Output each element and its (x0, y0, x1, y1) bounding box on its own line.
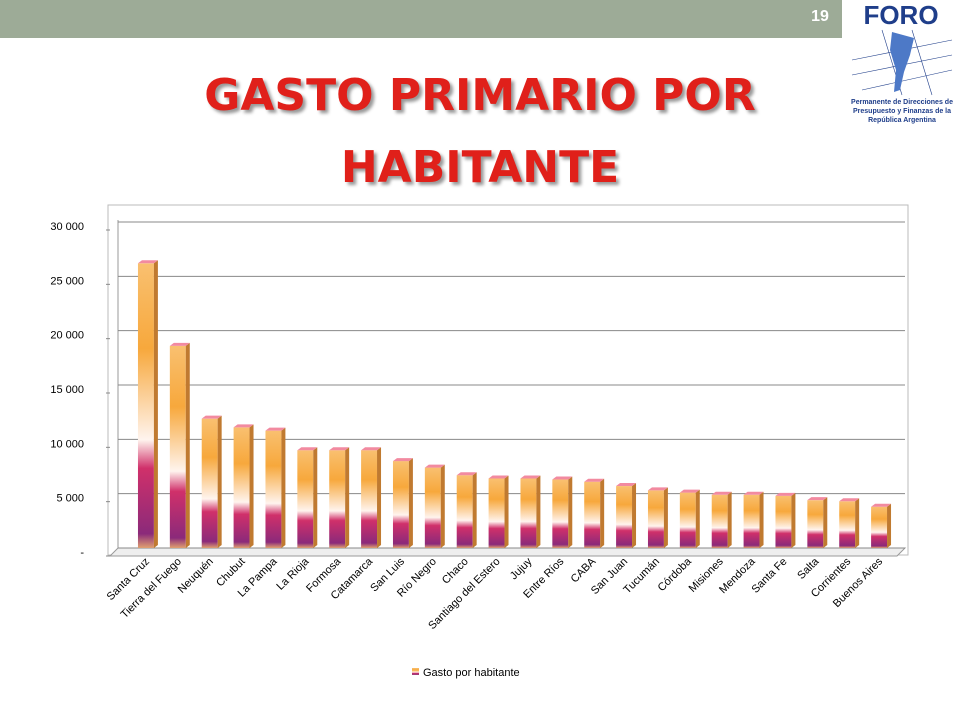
bar-top (265, 427, 286, 431)
bar (711, 494, 728, 548)
bar-top (169, 342, 190, 346)
bar-side (568, 476, 573, 548)
logo-subtitle: Permanente de Direcciones de Presupuesto… (851, 99, 953, 124)
bar (807, 500, 824, 548)
bar (871, 506, 888, 548)
bar-top (616, 483, 637, 487)
bar-top (201, 415, 222, 419)
bar (201, 418, 218, 548)
logo-title: FORO (863, 0, 939, 30)
bar-side (536, 475, 541, 548)
x-tick-label: CABA (569, 555, 599, 585)
bar-top (361, 447, 382, 451)
bar-side (408, 458, 413, 548)
bar-top (871, 503, 892, 507)
bar-side (281, 427, 286, 548)
bar-side (632, 483, 637, 548)
bar-top (839, 498, 860, 502)
y-tick-label: 15 000 (50, 384, 84, 396)
bar-top (711, 491, 732, 495)
bar-top (552, 476, 573, 480)
x-tick-label: Chaco (440, 556, 471, 587)
x-tick-label: Neuquén (176, 556, 216, 596)
bar-side (345, 447, 350, 548)
logo-graphic (851, 29, 953, 96)
bar-top (233, 424, 254, 428)
bar-side (855, 498, 860, 548)
bar-top (679, 489, 700, 493)
bar (361, 450, 378, 548)
bar-side (695, 489, 700, 548)
x-tick-label: Salta (795, 555, 822, 582)
bar-side (377, 447, 382, 548)
y-tick-label: 5 000 (56, 493, 84, 505)
bar (392, 461, 409, 548)
bar-side (727, 491, 732, 548)
bar (584, 481, 601, 548)
bar-top (807, 497, 828, 501)
bar (775, 495, 792, 548)
bar-top (584, 478, 605, 482)
chart-title: GASTO PRIMARIO POR HABITANTE (204, 70, 756, 193)
bar-side (759, 491, 764, 548)
bar-top (743, 491, 764, 495)
bar-side (663, 487, 668, 548)
floor (108, 547, 907, 557)
bar (329, 450, 346, 548)
bar-side (887, 503, 892, 548)
bar (297, 450, 314, 548)
bar (552, 479, 569, 548)
bar-side (249, 424, 254, 548)
x-tick-label: Tierra del Fuego (119, 556, 184, 621)
bar-top (775, 492, 796, 496)
bar-side (791, 492, 796, 548)
bar-top (520, 475, 541, 479)
bar-top (647, 487, 668, 491)
bar-top (488, 475, 509, 479)
logo: FORO Permanente de Direcciones de Presup… (842, 0, 960, 140)
bar (520, 478, 537, 548)
bar (616, 486, 633, 548)
bar-side (185, 342, 190, 548)
bar (137, 263, 154, 548)
x-tick-label: Jujuy (508, 555, 535, 582)
bar-top (329, 447, 350, 451)
bar (743, 494, 760, 548)
y-tick-label: 25 000 (50, 275, 84, 287)
bar-side (313, 447, 318, 548)
legend-label: Gasto por habitante (423, 667, 520, 679)
y-tick-label: 30 000 (50, 221, 84, 233)
bar-side (823, 497, 828, 548)
bar-side (440, 464, 445, 548)
bar (488, 478, 505, 548)
y-tick-label: 20 000 (50, 330, 84, 342)
bar-side (153, 260, 158, 548)
bar-side (504, 475, 509, 548)
bar-side (472, 472, 477, 548)
y-tick-label: 10 000 (50, 438, 84, 450)
y-tick-label: - (80, 547, 84, 559)
bar (456, 475, 473, 548)
bar-side (217, 415, 222, 548)
x-tick-label: Santa Fe (750, 556, 790, 596)
bar-top (392, 458, 413, 462)
bar (169, 345, 186, 548)
bar-top (297, 447, 318, 451)
bar (233, 427, 250, 548)
bar (424, 467, 441, 548)
bar-top (137, 260, 158, 264)
legend-swatch (412, 668, 419, 675)
bar-side (600, 478, 605, 548)
bar-top (424, 464, 445, 468)
bar (679, 492, 696, 548)
bar-top (456, 472, 477, 476)
bar (647, 490, 664, 548)
bar (265, 430, 282, 548)
bar (839, 501, 856, 548)
slide-number: 19 (811, 8, 829, 25)
header-bar (0, 0, 842, 38)
